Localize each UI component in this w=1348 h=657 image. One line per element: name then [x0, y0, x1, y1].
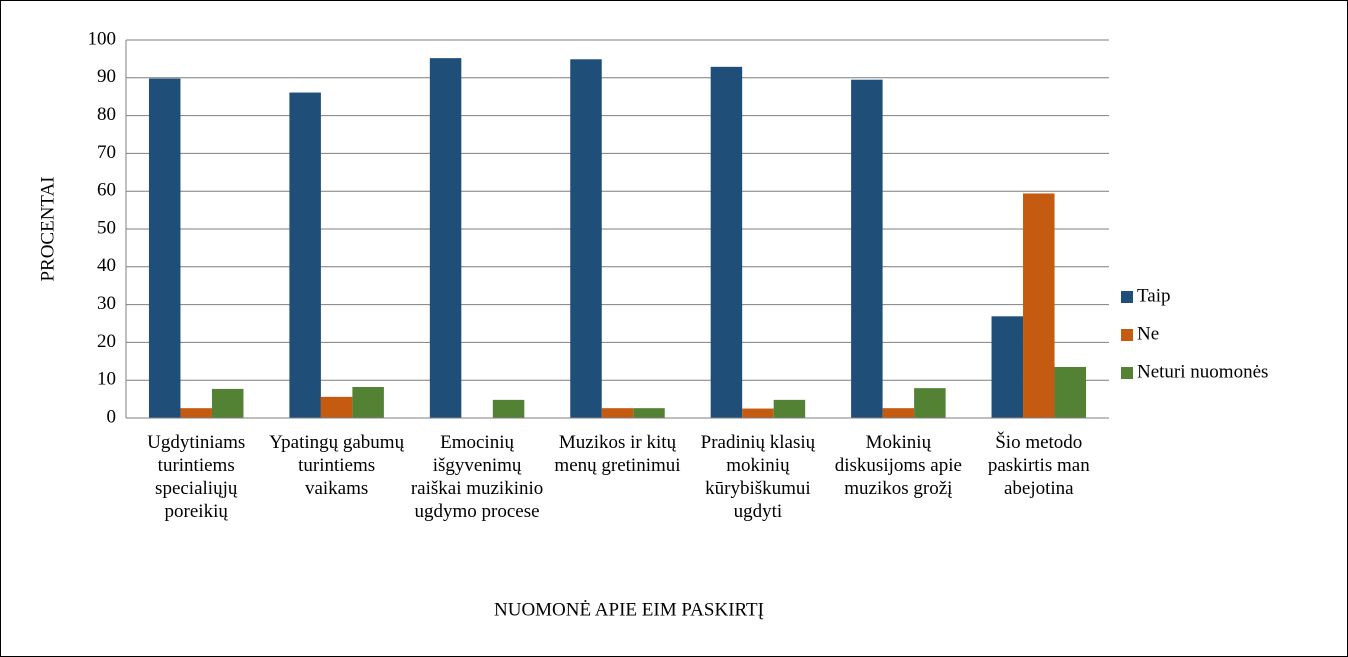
- bar: [1023, 193, 1055, 418]
- x-tick-label: Ypatingų gabumų turintiems vaikams: [269, 432, 405, 499]
- y-axis-title: PROCENTAI: [37, 176, 58, 281]
- x-tick-label: Mokinių diskusijoms apie muzikos grožį: [834, 432, 962, 499]
- bar: [742, 408, 774, 418]
- x-tick-label: Emocinių išgyvenimų raiškai muzikinio ug…: [410, 432, 544, 522]
- bar: [601, 408, 634, 418]
- y-tick-label: 80: [97, 104, 116, 125]
- bar: [429, 58, 462, 418]
- y-tick-label: 10: [97, 369, 116, 390]
- bar: [1054, 366, 1087, 418]
- y-tick-label: 90: [97, 66, 116, 87]
- x-tick-label: Muzikos ir kitų menų gretinimui: [554, 432, 681, 476]
- bar: [289, 92, 321, 419]
- legend-label: Neturi nuomonės: [1137, 361, 1268, 382]
- legend-swatch: [1121, 367, 1133, 379]
- y-tick-label: 0: [107, 406, 117, 427]
- bar: [851, 79, 883, 418]
- bar: [991, 316, 1024, 418]
- legend-label: Taip: [1137, 285, 1171, 306]
- bar: [352, 387, 384, 418]
- legend-swatch: [1121, 329, 1133, 341]
- x-axis-title: NUOMONĖ APIE EIM PASKIRTĮ: [494, 599, 764, 620]
- bar: [882, 408, 915, 418]
- legend-label: Ne: [1137, 323, 1159, 344]
- y-tick-label: 70: [97, 142, 116, 163]
- bar: [773, 399, 806, 418]
- bar: [710, 66, 743, 418]
- legend-swatch: [1121, 291, 1133, 303]
- bar: [570, 59, 602, 418]
- y-tick-label: 50: [97, 217, 116, 238]
- bar: [180, 408, 212, 418]
- bar: [914, 388, 946, 418]
- x-tick-label: Ugdytiniams turintiems specialiųjų porei…: [147, 432, 246, 522]
- y-tick-label: 20: [97, 331, 116, 352]
- bar: [320, 396, 353, 418]
- bar: [492, 399, 525, 418]
- bar: [633, 408, 665, 418]
- bar: [148, 78, 181, 418]
- y-tick-label: 60: [97, 180, 116, 201]
- x-tick-label: Pradinių klasių mokinių kūrybiškumui ugd…: [700, 432, 816, 522]
- y-tick-label: 40: [97, 255, 116, 276]
- bar: [211, 388, 244, 418]
- x-tick-label: Šio metodo paskirtis man abejotina: [987, 432, 1090, 499]
- y-tick-label: 30: [97, 293, 116, 314]
- y-tick-label: 100: [88, 28, 117, 49]
